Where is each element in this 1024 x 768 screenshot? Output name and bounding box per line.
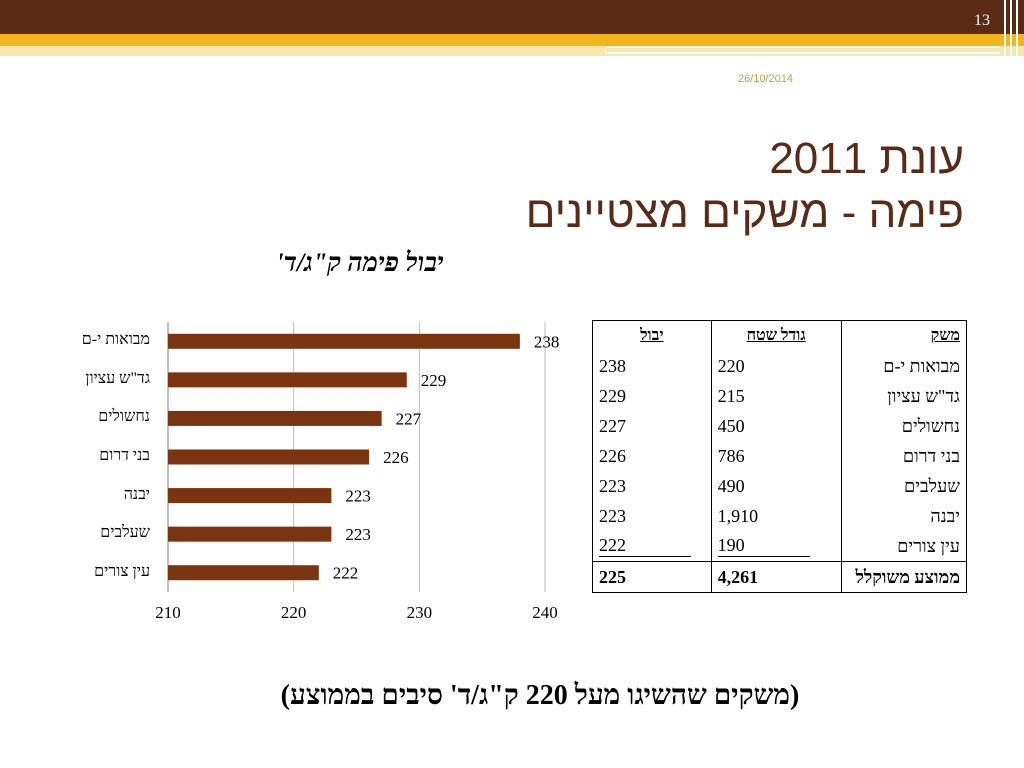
table-row: יבנה 1,910 223 (593, 501, 967, 531)
slide-title: עונת 2011 פימה - משקים מצטיינים (526, 132, 964, 240)
data-table: משק גודל שטח יבול מבואות י-ם 220 238 גד"… (592, 320, 967, 593)
data-label: 229 (421, 371, 447, 390)
header-decoration (1016, 0, 1018, 70)
header-yield: יבול (640, 327, 664, 344)
cell-area: 220 (710, 351, 842, 381)
category-label: שעלבים (100, 524, 150, 542)
category-label: יבנה (123, 485, 150, 503)
header-gold-band (0, 34, 1024, 46)
cell-total-area: 4,261 (710, 561, 842, 593)
cell-yield: 229 (599, 385, 626, 406)
cell-farm: מבואות י-ם (840, 351, 967, 381)
slide-title-line1: עונת 2011 (769, 134, 964, 183)
cell-yield: 227 (599, 415, 626, 436)
data-label: 223 (345, 525, 371, 544)
category-label: נחשולים (98, 408, 150, 426)
x-tick-label: 240 (532, 603, 558, 622)
cell-farm: עין צורים (840, 531, 967, 562)
header-farm: משק (840, 320, 967, 351)
cell-area: 786 (710, 441, 842, 471)
header-decoration (605, 46, 1000, 48)
cell-yield: 238 (599, 355, 626, 376)
data-label: 227 (396, 409, 422, 428)
cell-yield: 226 (599, 445, 626, 466)
data-label: 226 (383, 448, 409, 467)
table-row: נחשולים 450 227 (593, 411, 967, 441)
bar (168, 410, 382, 426)
bar (168, 565, 319, 581)
cell-farm: שעלבים (840, 471, 967, 501)
header-light-band (0, 46, 1024, 56)
cell-farm: גד"ש עציון (840, 381, 967, 411)
cell-area: 1,910 (710, 501, 842, 531)
slide-date: 26/10/2014 (738, 73, 794, 85)
bar (168, 488, 332, 504)
bar (168, 372, 407, 388)
bar (168, 333, 520, 349)
category-label: מבואות י-ם (81, 331, 150, 349)
data-label: 223 (345, 487, 371, 506)
header-area: גודל שטח (710, 320, 842, 351)
category-label: גד"ש עציון (85, 369, 150, 387)
x-tick-label: 210 (155, 603, 181, 622)
cell-area: 190 (710, 531, 842, 562)
chart-title: יבול פימה ק"ג/ד' (276, 248, 444, 277)
slide-title-line2: פימה - משקים מצטיינים (525, 188, 964, 237)
cell-farm: בני דרום (840, 441, 967, 471)
bar-chart: 210 220 230 240 238 229 227 226 223 223 222 (155, 322, 560, 622)
table-row: גד"ש עציון 215 229 (593, 381, 967, 411)
cell-total-farm: ממוצע משוקלל (840, 561, 967, 593)
bar (168, 526, 332, 542)
header-decoration (1004, 0, 1006, 70)
cell-area: 450 (710, 411, 842, 441)
table-row: בני דרום 786 226 (593, 441, 967, 471)
header-decoration (605, 58, 1000, 60)
header-decoration (1010, 0, 1012, 70)
table-row: שעלבים 490 223 (593, 471, 967, 501)
table-row: מבואות י-ם 220 238 (593, 351, 967, 381)
page-number: 13 (974, 12, 990, 29)
table-header-row: משק גודל שטח יבול (593, 320, 967, 351)
header-decoration (605, 52, 1000, 54)
cell-yield: 222 (593, 531, 712, 562)
category-label: עין צורים (94, 562, 150, 580)
cell-yield: 223 (599, 475, 626, 496)
cell-farm: יבנה (840, 501, 967, 531)
bar (168, 449, 370, 465)
x-tick-label: 230 (407, 603, 433, 622)
category-label: בני דרום (99, 447, 150, 464)
data-label: 238 (534, 332, 560, 351)
cell-farm: נחשולים (840, 411, 967, 441)
cell-total-yield: 225 (592, 561, 712, 593)
x-tick-label: 220 (281, 603, 307, 622)
data-label: 222 (333, 564, 359, 583)
table-total-row: ממוצע משוקלל 4,261 225 (592, 561, 967, 593)
cell-area: 215 (710, 381, 842, 411)
footnote: (משקים שהשיגו מעל 220 ק"ג/ד' סיבים בממוצ… (280, 680, 800, 711)
header-band (0, 0, 1024, 34)
cell-area: 490 (710, 471, 842, 501)
cell-yield: 223 (599, 505, 626, 526)
table-row: עין צורים 190 222 (593, 531, 967, 562)
